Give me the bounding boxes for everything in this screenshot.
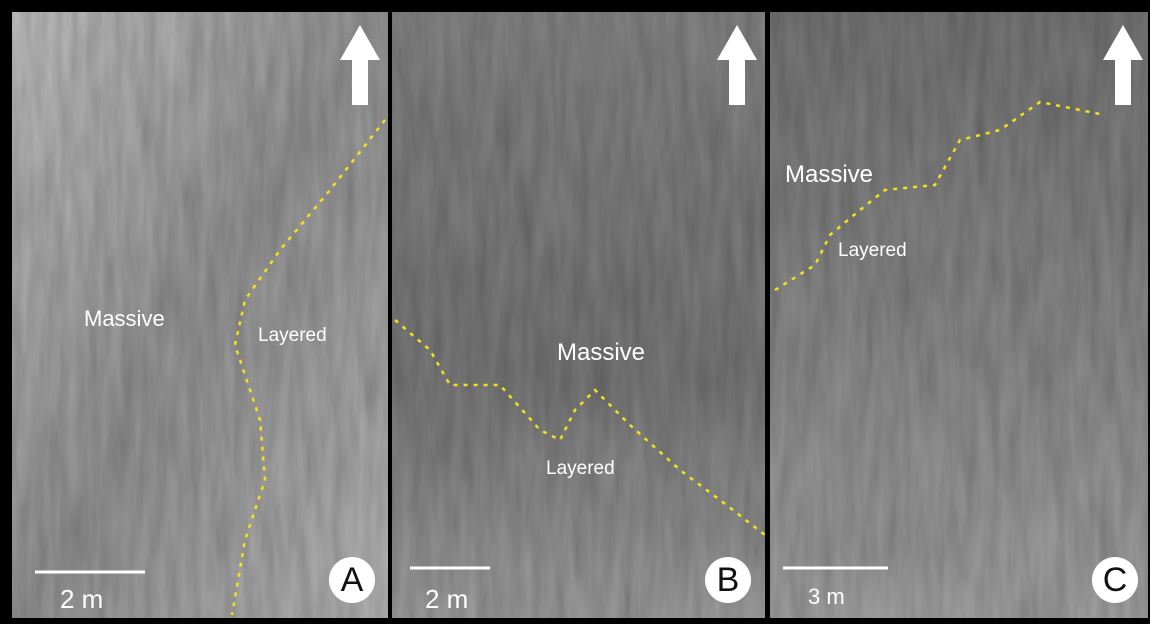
unit-label: Layered — [258, 325, 327, 346]
panel-c-image — [770, 12, 1148, 618]
unit-label: Layered — [838, 240, 907, 261]
unit-label: Massive — [557, 339, 645, 366]
unit-label: Massive — [84, 306, 165, 331]
panel-letter: C — [1103, 561, 1128, 599]
figure: Massive Layered 2 m A Massive Layered 2 … — [0, 0, 1150, 624]
panel-letter: A — [341, 561, 364, 599]
unit-label: Massive — [785, 161, 873, 188]
scale-label: 2 m — [60, 584, 103, 614]
panel-a-image — [12, 12, 388, 618]
panel-b-image — [392, 12, 765, 618]
scale-label: 3 m — [808, 584, 845, 609]
panel-letter: B — [717, 561, 740, 599]
unit-label: Layered — [546, 458, 615, 479]
scale-label: 2 m — [425, 584, 468, 614]
